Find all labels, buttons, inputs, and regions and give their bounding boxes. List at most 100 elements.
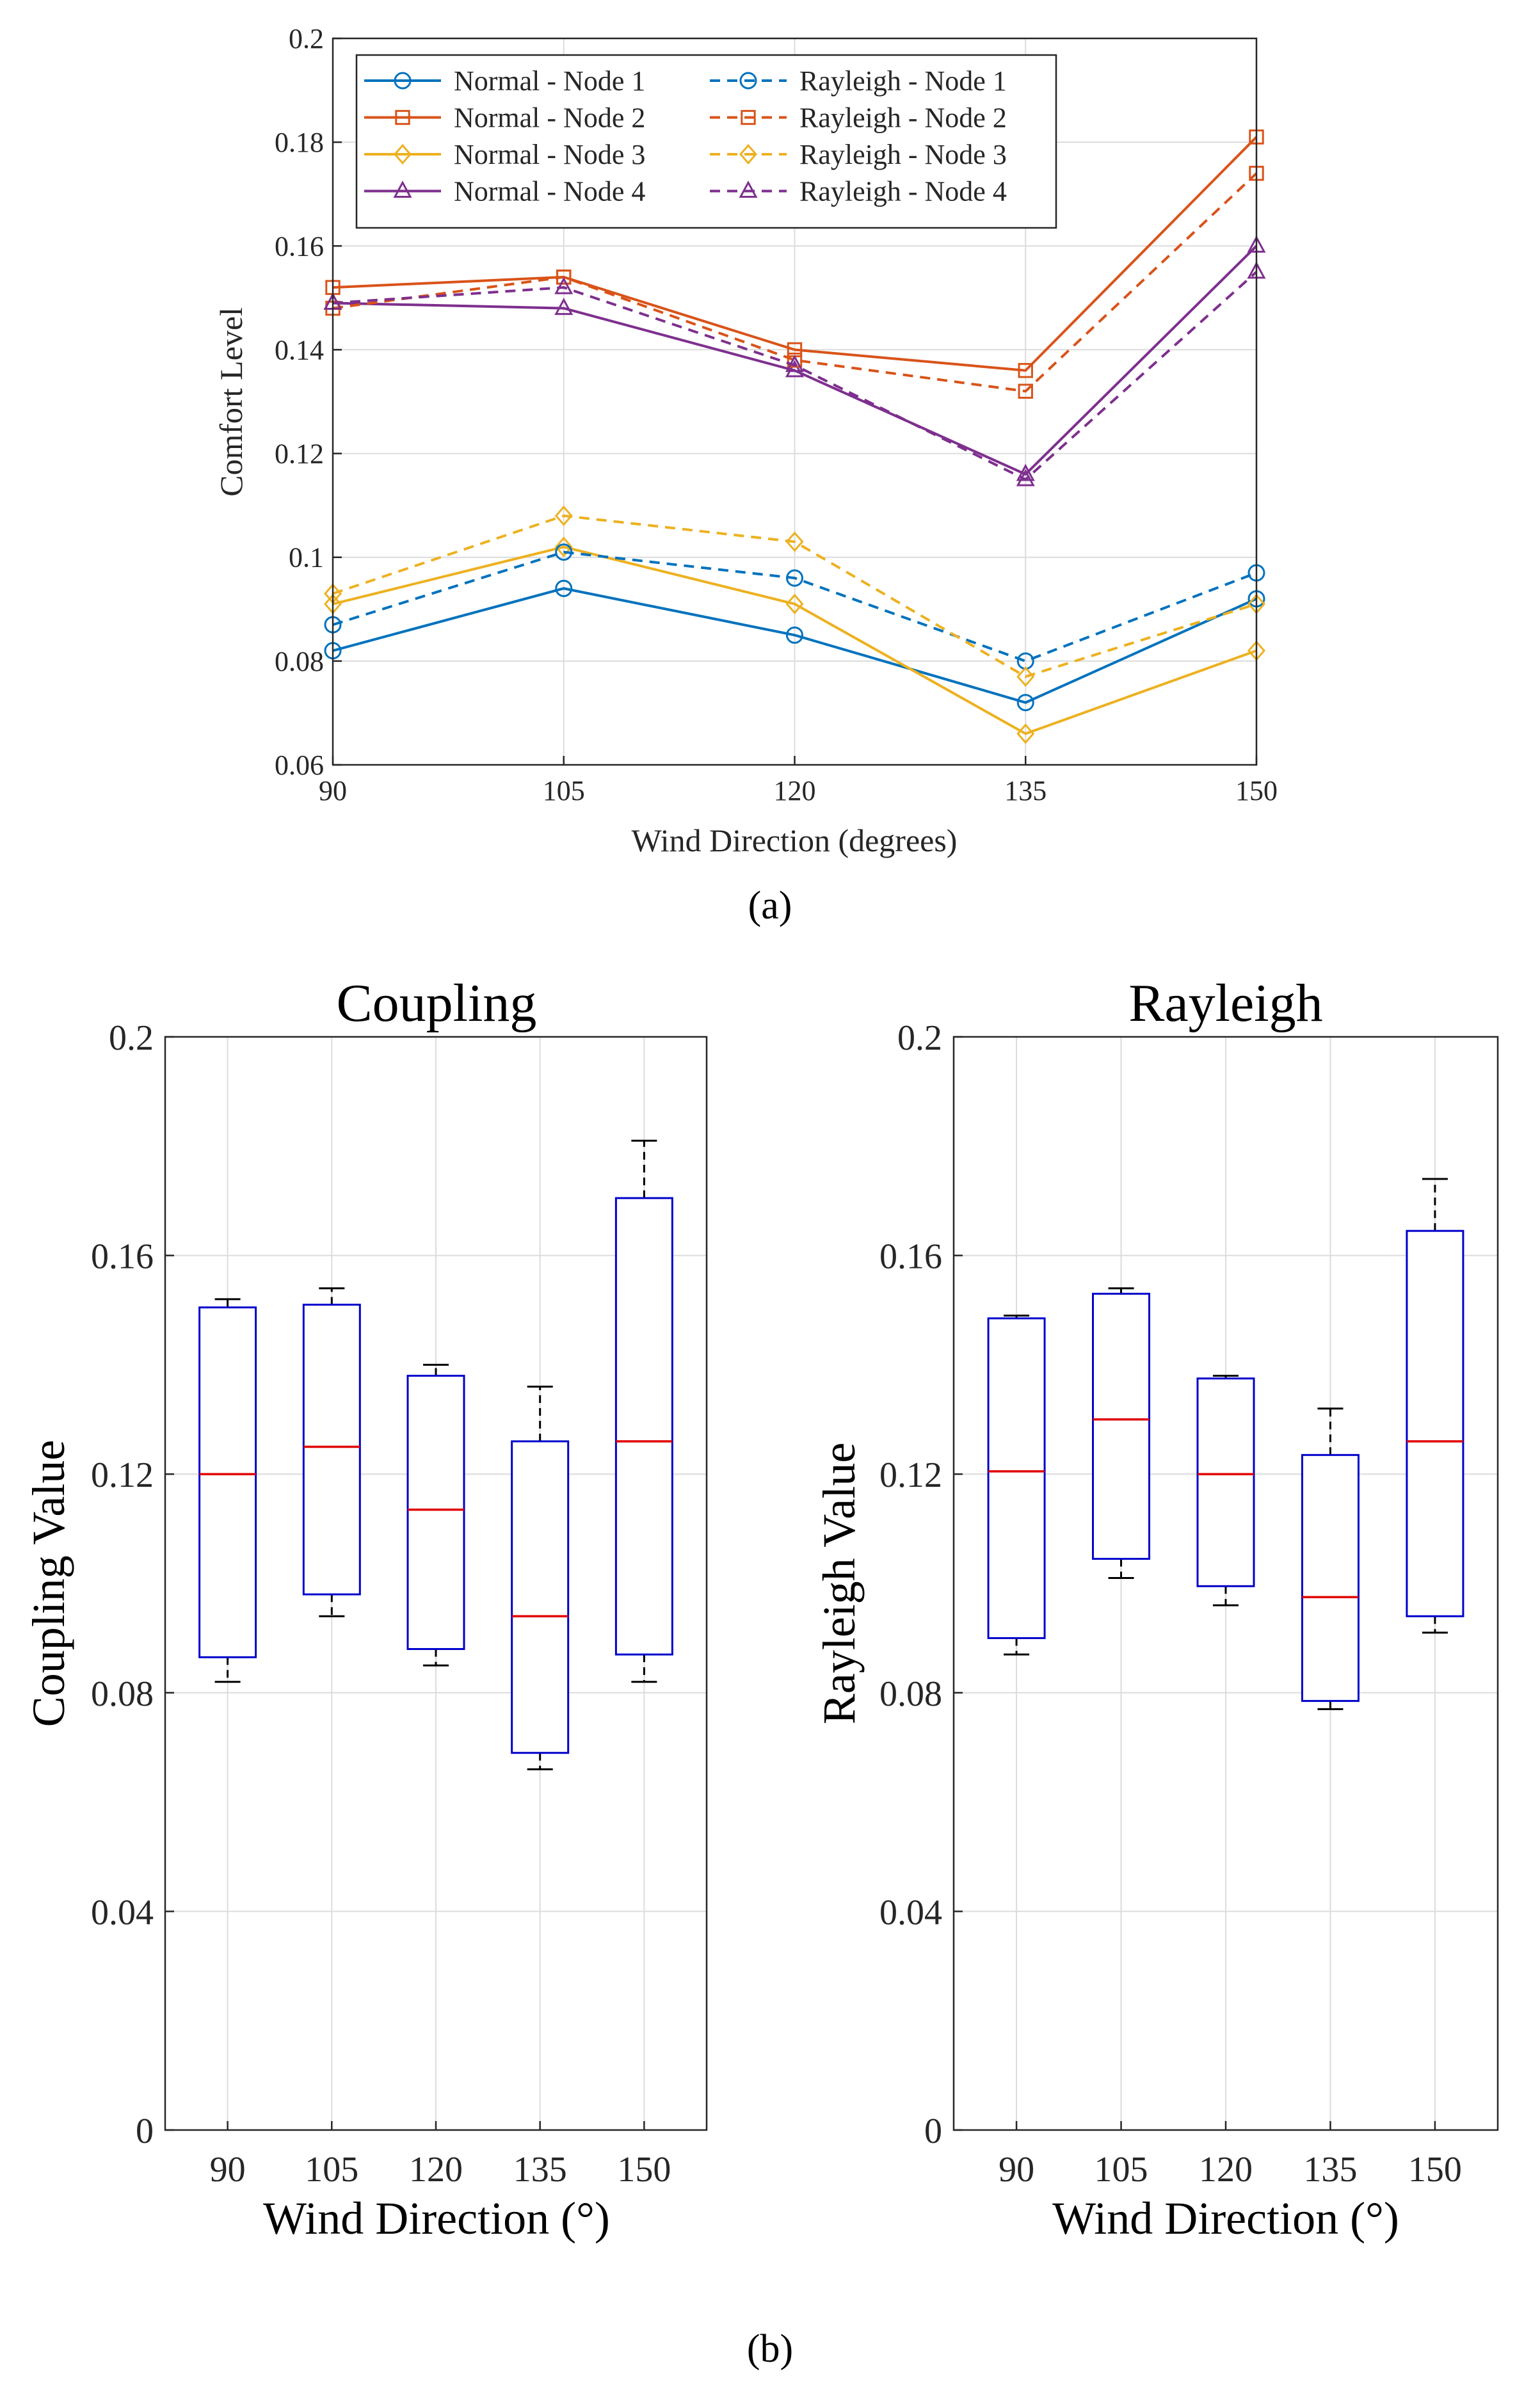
legend-swatch-marker xyxy=(394,72,412,90)
b2-box-135 xyxy=(1301,1407,1360,1710)
b1-iqr-box xyxy=(614,1197,673,1656)
series-normal-node-1-point xyxy=(555,579,573,597)
b1-x-tick-label: 120 xyxy=(409,2150,463,2190)
b2-y-tick-label: 0.12 xyxy=(879,1455,942,1495)
b1-box-120 xyxy=(406,1363,465,1667)
b2-iqr-box xyxy=(987,1317,1046,1639)
b2-box-120 xyxy=(1196,1374,1255,1606)
b2-iqr-box xyxy=(1301,1454,1360,1702)
b1-x-tick-label: 105 xyxy=(305,2150,358,2190)
line-chart-x-tick-label: 105 xyxy=(543,775,585,806)
b1-x-tick-label: 90 xyxy=(210,2150,246,2190)
legend-swatch-marker xyxy=(394,143,412,165)
line-chart-y-tick-label: 0.14 xyxy=(275,334,324,365)
legend-entry-label: Normal - Node 2 xyxy=(454,102,645,134)
series-normal-node-1-point xyxy=(786,626,803,644)
series-normal-node-3-point xyxy=(554,536,573,557)
line-chart-legend: Normal - Node 1 Rayleigh - Node 1 Normal -… xyxy=(355,54,1057,229)
series-normal-node-3-point xyxy=(785,593,804,614)
b2-box-105 xyxy=(1092,1287,1151,1579)
b2-iqr-box xyxy=(1092,1292,1151,1560)
series-normal-node-3 xyxy=(324,536,1265,744)
series-normal-node-3-point xyxy=(1016,723,1035,744)
b2-y-tick-label: 0.04 xyxy=(879,1893,942,1932)
b1-y-tick-label: 0.16 xyxy=(91,1237,154,1277)
panel-b-label: (b) xyxy=(747,2327,793,2371)
series-normal-node-1-point xyxy=(1016,694,1034,712)
b1-iqr-box xyxy=(198,1306,257,1658)
b2-y-tick-label: 0.16 xyxy=(879,1237,942,1277)
b1-y-tick-label: 0 xyxy=(136,2111,154,2151)
legend-entry-label: Rayleigh - Node 3 xyxy=(799,139,1007,170)
series-rayleigh-node-4-point xyxy=(554,276,573,294)
b2-y-tick-label: 0 xyxy=(924,2111,942,2151)
legend-entry-label: Rayleigh - Node 1 xyxy=(799,65,1007,97)
b1-x-tick-label: 135 xyxy=(513,2150,567,2190)
b1-box-105 xyxy=(302,1287,361,1617)
line-chart-x-axis-label: Wind Direction (degrees) xyxy=(632,822,958,858)
series-rayleigh-node-1-line xyxy=(332,550,1257,662)
b1-iqr-box xyxy=(511,1440,570,1754)
legend-swatch-marker xyxy=(393,180,412,198)
series-rayleigh-node-1-point xyxy=(786,569,803,587)
legend-entry-label: Normal - Node 4 xyxy=(454,176,645,207)
b1-box-150 xyxy=(614,1139,673,1683)
rayleigh-y-axis-label: Rayleigh Value xyxy=(814,1443,865,1725)
series-normal-node-4-point xyxy=(785,360,805,378)
legend-box xyxy=(355,54,1057,229)
b1-iqr-box xyxy=(302,1303,361,1596)
series-rayleigh-node-4-point xyxy=(1016,469,1035,486)
rayleigh-x-axis-label: Wind Direction (°) xyxy=(1052,2193,1399,2244)
line-chart-y-tick-label: 0.18 xyxy=(275,127,324,158)
b1-y-tick-label: 0.04 xyxy=(91,1893,154,1932)
b1-y-tick-label: 0.2 xyxy=(109,1018,154,1058)
series-rayleigh-node-3-point xyxy=(1016,666,1035,687)
legend-swatch-marker xyxy=(741,109,756,125)
coupling-y-axis-label: Coupling Value xyxy=(23,1440,74,1727)
line-chart-x-tick-label: 120 xyxy=(774,775,816,806)
series-rayleigh-node-2-point xyxy=(556,269,572,285)
b2-box-150 xyxy=(1406,1178,1464,1634)
coupling-x-axis-label: Wind Direction (°) xyxy=(263,2193,610,2244)
line-chart-x-tick-label: 150 xyxy=(1235,775,1278,806)
line-chart-y-axis-label: Comfort Level xyxy=(213,307,249,497)
b2-box-90 xyxy=(987,1315,1046,1656)
line-chart-y-tick-label: 0.1 xyxy=(289,542,324,573)
line-chart-y-tick-label: 0.06 xyxy=(275,749,324,781)
series-rayleigh-node-4-line xyxy=(332,271,1258,481)
line-chart-y-tick-label: 0.2 xyxy=(289,23,324,54)
line-chart-x-tick-label: 90 xyxy=(319,775,347,806)
series-rayleigh-node-2-line xyxy=(332,172,1258,393)
b2-x-tick-label: 120 xyxy=(1199,2150,1253,2190)
b2-x-tick-label: 150 xyxy=(1408,2150,1462,2190)
legend-entry-label: Rayleigh - Node 2 xyxy=(799,102,1007,134)
line-chart-x-tick-label: 135 xyxy=(1004,775,1047,806)
b1-y-tick-label: 0.08 xyxy=(91,1674,154,1714)
series-normal-node-2-point xyxy=(1018,363,1033,378)
legend-swatch-marker xyxy=(395,109,410,125)
legend-swatch-marker xyxy=(739,143,757,165)
series-normal-node-4-point xyxy=(554,298,573,316)
series-rayleigh-node-4-point xyxy=(785,355,805,372)
line-chart-panel-a: 90 105 120 135 150 0.06 0.08 0.1 0.12 0.14 0.16 0.1… xyxy=(213,23,1278,927)
legend-entry-label: Normal - Node 1 xyxy=(454,65,645,97)
rayleigh-chart-title: Rayleigh xyxy=(1128,973,1322,1033)
legend-entry-label: Rayleigh - Node 4 xyxy=(799,176,1007,207)
b2-y-tick-label: 0.08 xyxy=(879,1674,942,1714)
line-chart-y-tick-label: 0.16 xyxy=(275,230,324,262)
box-chart-rayleigh: Rayleigh 90 105 120 135 150 0 0.04 0.08 0.12 0.16… xyxy=(814,973,1499,2244)
panel-a-label: (a) xyxy=(748,884,792,927)
box-chart-coupling: Coupling 90 105 120 135 150 0 0.04 0.08 0.12 0.16… xyxy=(23,973,708,2244)
series-normal-node-1-line xyxy=(332,587,1257,704)
legend-entry-label: Normal - Node 3 xyxy=(454,139,645,170)
b2-iqr-box xyxy=(1196,1377,1255,1587)
line-chart-y-tick-label: 0.08 xyxy=(275,646,324,677)
b1-iqr-box xyxy=(406,1374,465,1650)
series-rayleigh-node-3-point xyxy=(785,531,804,552)
legend-swatch-marker xyxy=(739,72,757,90)
b1-y-tick-label: 0.12 xyxy=(91,1455,154,1495)
b2-x-tick-label: 135 xyxy=(1303,2150,1357,2190)
coupling-chart-title: Coupling xyxy=(337,973,537,1033)
